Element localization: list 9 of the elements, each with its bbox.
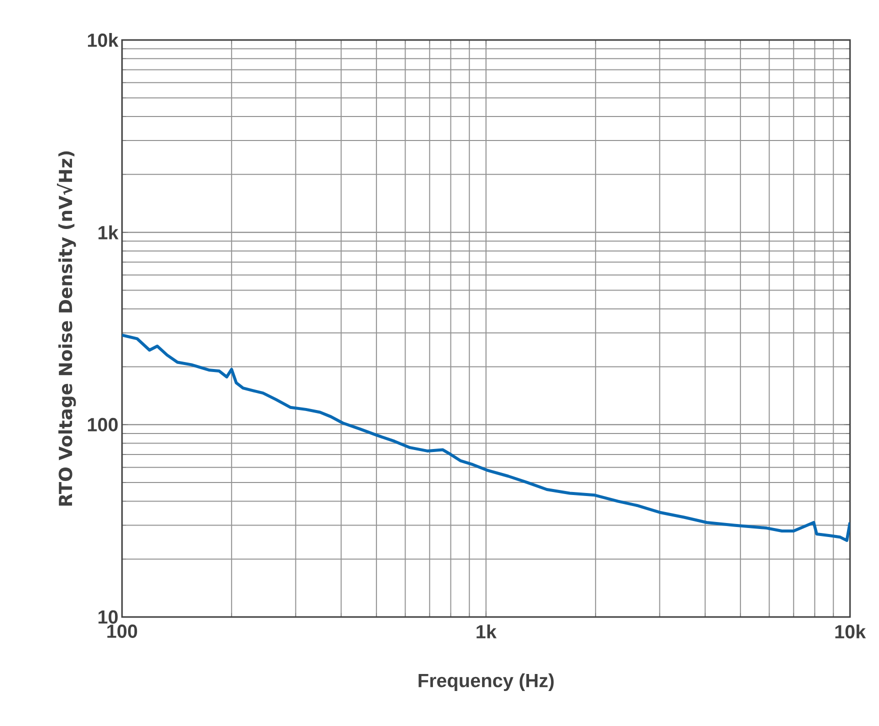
y-tick-label: 100 bbox=[88, 418, 118, 432]
x-tick-label: 100 bbox=[107, 624, 138, 638]
x-tick-label: 1k bbox=[476, 624, 497, 638]
y-tick-label: 10 bbox=[98, 610, 118, 624]
x-axis-title: Frequency (Hz) bbox=[418, 673, 554, 692]
y-tick-label: 10k bbox=[88, 33, 118, 47]
y-tick-label: 1k bbox=[98, 225, 118, 240]
y-axis-title: RTO Voltage Noise Density (nV√Hz) bbox=[56, 151, 76, 506]
x-tick-label: 10k bbox=[835, 624, 866, 638]
